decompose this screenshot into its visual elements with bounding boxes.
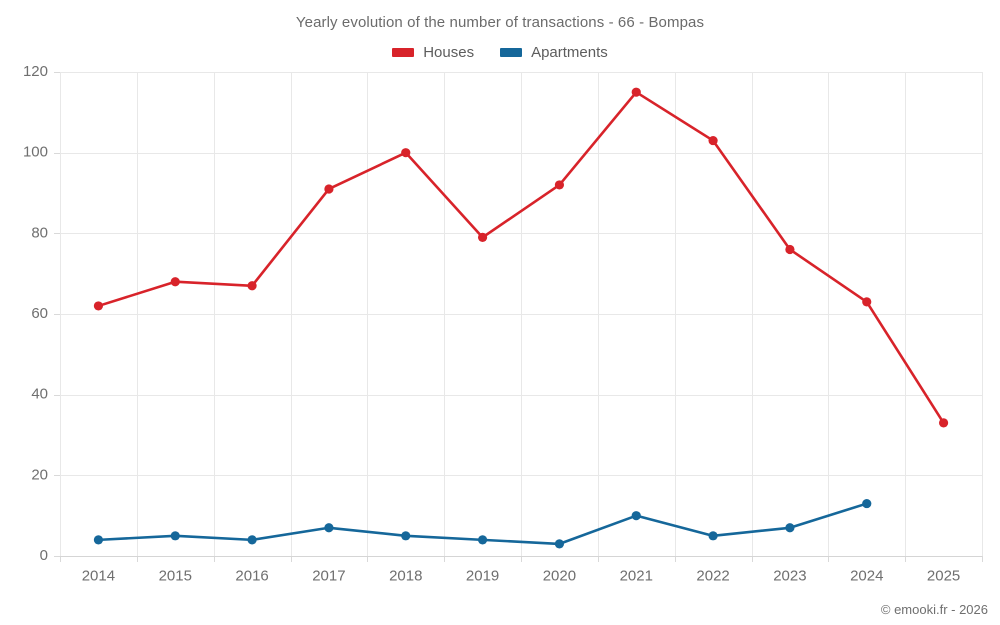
x-tick-label: 2018 <box>389 567 422 584</box>
y-tick-label: 100 <box>23 144 48 161</box>
data-point-houses[interactable] <box>708 135 718 146</box>
data-point-houses[interactable] <box>477 232 488 242</box>
data-point-apartments[interactable] <box>862 498 872 509</box>
data-point-houses[interactable] <box>938 418 949 428</box>
chart-title: Yearly evolution of the number of transa… <box>295 14 705 31</box>
grid-layer <box>60 72 983 557</box>
y-tick-label: 80 <box>31 224 48 241</box>
x-tick-label: 2019 <box>466 567 499 584</box>
legend-swatch-apartments <box>500 48 523 57</box>
x-tick-label: 2024 <box>850 567 883 584</box>
data-point-houses[interactable] <box>554 180 565 190</box>
data-point-houses[interactable] <box>247 281 257 291</box>
legend-label-apartments: Apartments <box>531 44 608 61</box>
y-tick-label: 40 <box>31 386 48 403</box>
legend-swatch-houses <box>392 48 415 57</box>
data-point-apartments[interactable] <box>477 535 488 545</box>
x-tick-label: 2020 <box>543 567 576 584</box>
data-point-houses[interactable] <box>862 297 872 307</box>
data-point-houses[interactable] <box>631 87 641 97</box>
x-tick-label: 2025 <box>927 567 960 584</box>
x-tick-label: 2014 <box>82 567 115 584</box>
y-tick-label: 60 <box>31 305 48 322</box>
x-axis-tick-labels: 2014 2015 2016 2017 2018 2019 2020 2021 2022 2023… <box>82 567 961 584</box>
legend-item-apartments[interactable]: Apartments <box>500 44 608 61</box>
x-tick-label: 2022 <box>696 567 729 584</box>
legend-label-houses: Houses <box>423 44 475 61</box>
x-tick-label: 2021 <box>620 567 653 584</box>
y-tick-label: 20 <box>31 466 48 483</box>
data-point-apartments[interactable] <box>401 531 411 541</box>
y-tick-label: 0 <box>40 547 48 564</box>
data-point-houses[interactable] <box>324 184 334 194</box>
data-point-apartments[interactable] <box>247 535 257 545</box>
data-point-houses[interactable] <box>785 244 795 255</box>
legend-item-houses[interactable]: Houses <box>392 44 474 61</box>
chart-legend: Houses Apartments <box>0 44 1000 61</box>
data-point-apartments[interactable] <box>93 535 104 545</box>
series-line-houses <box>97 90 945 425</box>
y-axis-tick-labels: 0 20 40 60 80 100 120 <box>23 63 48 564</box>
credit-text: © emooki.fr - 2026 <box>880 602 988 617</box>
data-point-houses[interactable] <box>401 148 411 158</box>
data-point-houses[interactable] <box>170 277 180 287</box>
data-point-apartments[interactable] <box>170 531 180 541</box>
data-point-apartments[interactable] <box>554 539 565 549</box>
x-tick-label: 2016 <box>235 567 268 584</box>
series-layer <box>93 87 949 549</box>
axis-layer <box>54 72 983 562</box>
x-tick-label: 2023 <box>773 567 806 584</box>
y-tick-label: 120 <box>23 63 48 80</box>
data-point-houses[interactable] <box>93 301 104 311</box>
data-point-apartments[interactable] <box>785 523 795 533</box>
data-point-apartments[interactable] <box>631 511 641 521</box>
data-point-apartments[interactable] <box>708 531 718 541</box>
data-point-apartments[interactable] <box>324 523 334 533</box>
x-tick-label: 2017 <box>312 567 345 584</box>
x-tick-label: 2015 <box>159 567 192 584</box>
